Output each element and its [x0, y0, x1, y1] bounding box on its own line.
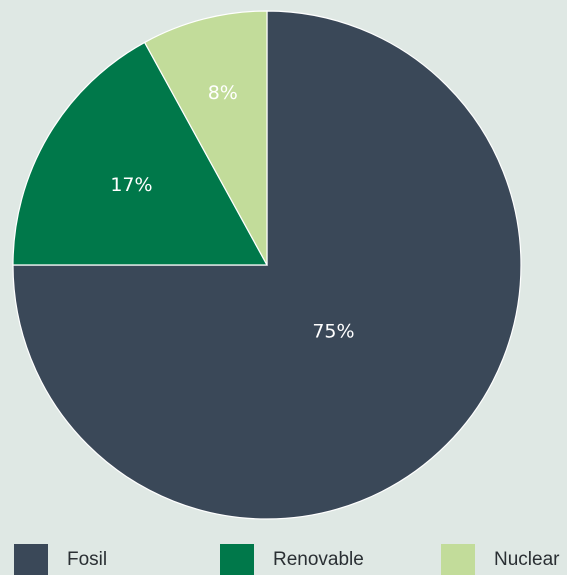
- legend: Fosil Renovable Nuclear: [0, 542, 567, 575]
- legend-label-fosil: Fosil: [67, 549, 108, 570]
- slice-label-renovable: 17%: [110, 174, 152, 196]
- pie-plot-area: 75% 17% 8%: [12, 10, 522, 520]
- legend-label-renovable: Renovable: [273, 549, 364, 570]
- legend-swatch-fosil: [14, 544, 48, 575]
- pie-slice-fosil: [12, 10, 522, 520]
- pie-slice-renovable: [12, 41, 269, 266]
- slice-label-fosil: 75%: [312, 320, 354, 342]
- pie-slice-nuclear: [143, 10, 268, 266]
- legend-swatch-nuclear: [441, 544, 475, 575]
- legend-swatch-renovable: [220, 544, 254, 575]
- legend-label-nuclear: Nuclear: [494, 549, 560, 570]
- slice-label-nuclear: 8%: [208, 82, 238, 104]
